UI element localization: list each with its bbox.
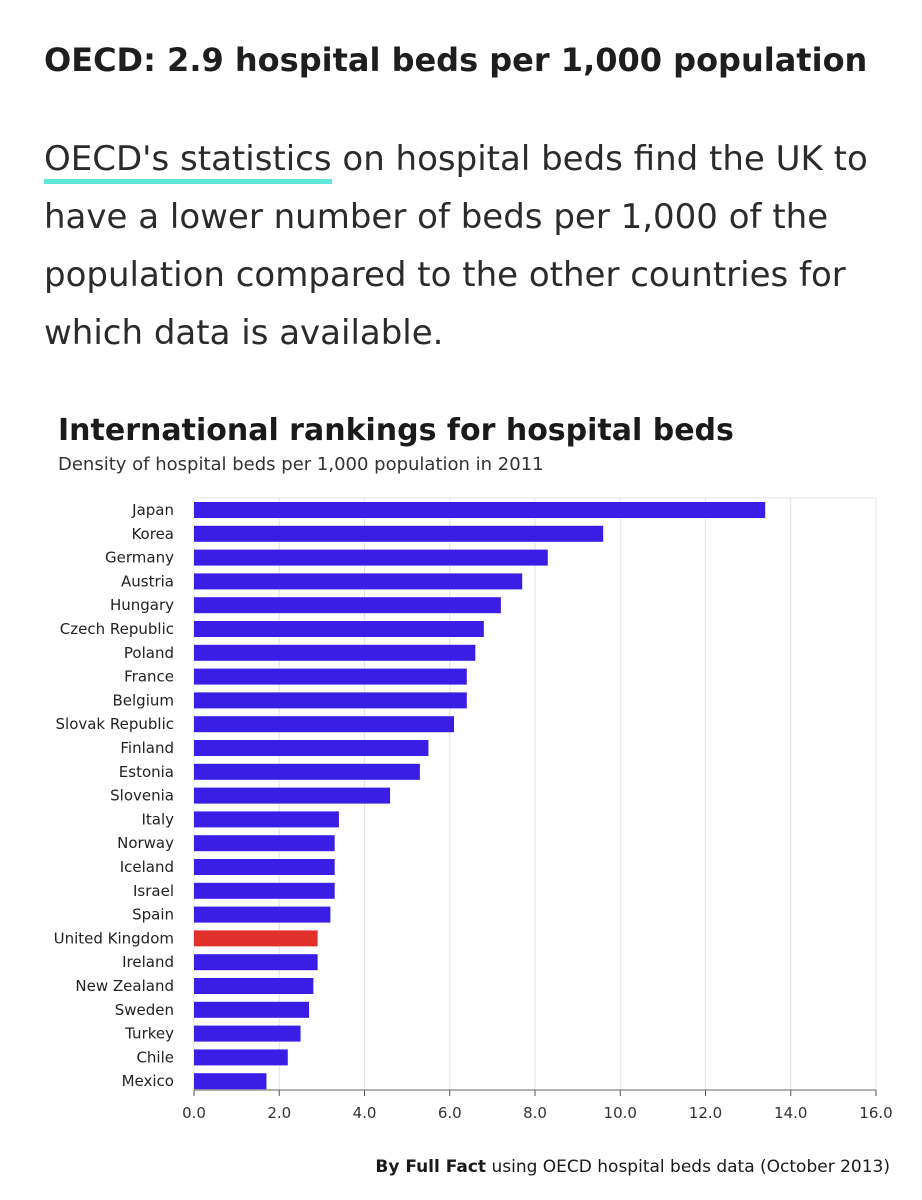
category-label: Hungary [110,596,174,614]
category-label: Ireland [122,953,174,971]
article-heading: OECD: 2.9 hospital beds per 1,000 popula… [44,41,868,79]
category-label: Poland [124,644,174,662]
bar [194,978,314,994]
bar [194,692,467,709]
category-label: Iceland [120,858,174,876]
chart-credit: By Full Fact using OECD hospital beds da… [375,1157,890,1177]
category-label: France [124,668,174,686]
oecd-statistics-link[interactable]: OECD's statistics [44,139,332,184]
hospital-beds-chart: International rankings for hospital beds… [54,413,893,1177]
bar [194,644,476,661]
category-label: Sweden [115,1001,174,1019]
x-tick-label: 8.0 [523,1104,547,1122]
bar [194,954,318,971]
category-label: Slovak Republic [56,715,175,733]
x-tick-label: 2.0 [267,1104,291,1122]
bar [194,549,548,566]
category-label: New Zealand [75,977,174,995]
x-tick-label: 14.0 [774,1104,807,1122]
category-label: Slovenia [110,787,174,805]
category-label: Austria [121,572,174,590]
bar [194,811,339,828]
chart-category-labels: Japan Korea Germany Austria Hungary Czech Rep… [54,501,175,1090]
category-label: Korea [131,525,174,543]
bar [194,502,766,518]
category-label: Finland [120,739,174,757]
category-label: United Kingdom [54,929,174,947]
article-paragraph: OECD's statistics on hospital beds find … [44,130,904,362]
bar [194,621,484,637]
bar [194,668,467,685]
category-label: Norway [117,834,174,852]
category-label: Turkey [124,1025,174,1043]
chart-x-axis: 0.0 2.0 4.0 6.0 8.0 10.0 12.0 14.0 16.0 [182,1089,893,1122]
bar [194,1073,267,1090]
bar [194,525,604,542]
x-tick-label: 4.0 [353,1104,377,1122]
x-tick-label: 10.0 [604,1104,637,1122]
bar [194,882,335,899]
bar [194,763,420,780]
category-label: Spain [132,906,174,924]
category-label: Israel [133,882,174,900]
chart-bars [194,502,766,1090]
category-label: Estonia [119,763,174,781]
bar [194,597,501,614]
bar [194,859,335,875]
bar [194,787,391,804]
bar [194,716,455,733]
category-label: Belgium [113,691,175,709]
bar [194,835,335,852]
bar [194,573,523,590]
chart-title: International rankings for hospital beds [58,413,734,448]
bar [194,906,331,923]
bar [194,1001,310,1018]
chart-subtitle: Density of hospital beds per 1,000 popul… [58,454,544,475]
paragraph-text: on hospital beds find the UK to have a l… [44,139,868,353]
credit-bold: By Full Fact [375,1157,486,1177]
credit-rest: using OECD hospital beds data (October 2… [486,1157,890,1177]
x-tick-label: 6.0 [438,1104,462,1122]
category-label: Mexico [122,1072,174,1090]
x-tick-label: 0.0 [182,1104,206,1122]
bar-highlight [194,930,318,947]
category-label: Italy [141,810,174,828]
x-tick-label: 16.0 [859,1104,892,1122]
bar [194,1049,288,1066]
category-label: Germany [105,549,174,567]
bar [194,740,429,756]
category-label: Chile [136,1048,174,1066]
bar [194,1025,301,1042]
category-label: Czech Republic [60,620,174,638]
category-label: Japan [131,501,174,519]
x-tick-label: 12.0 [689,1104,722,1122]
